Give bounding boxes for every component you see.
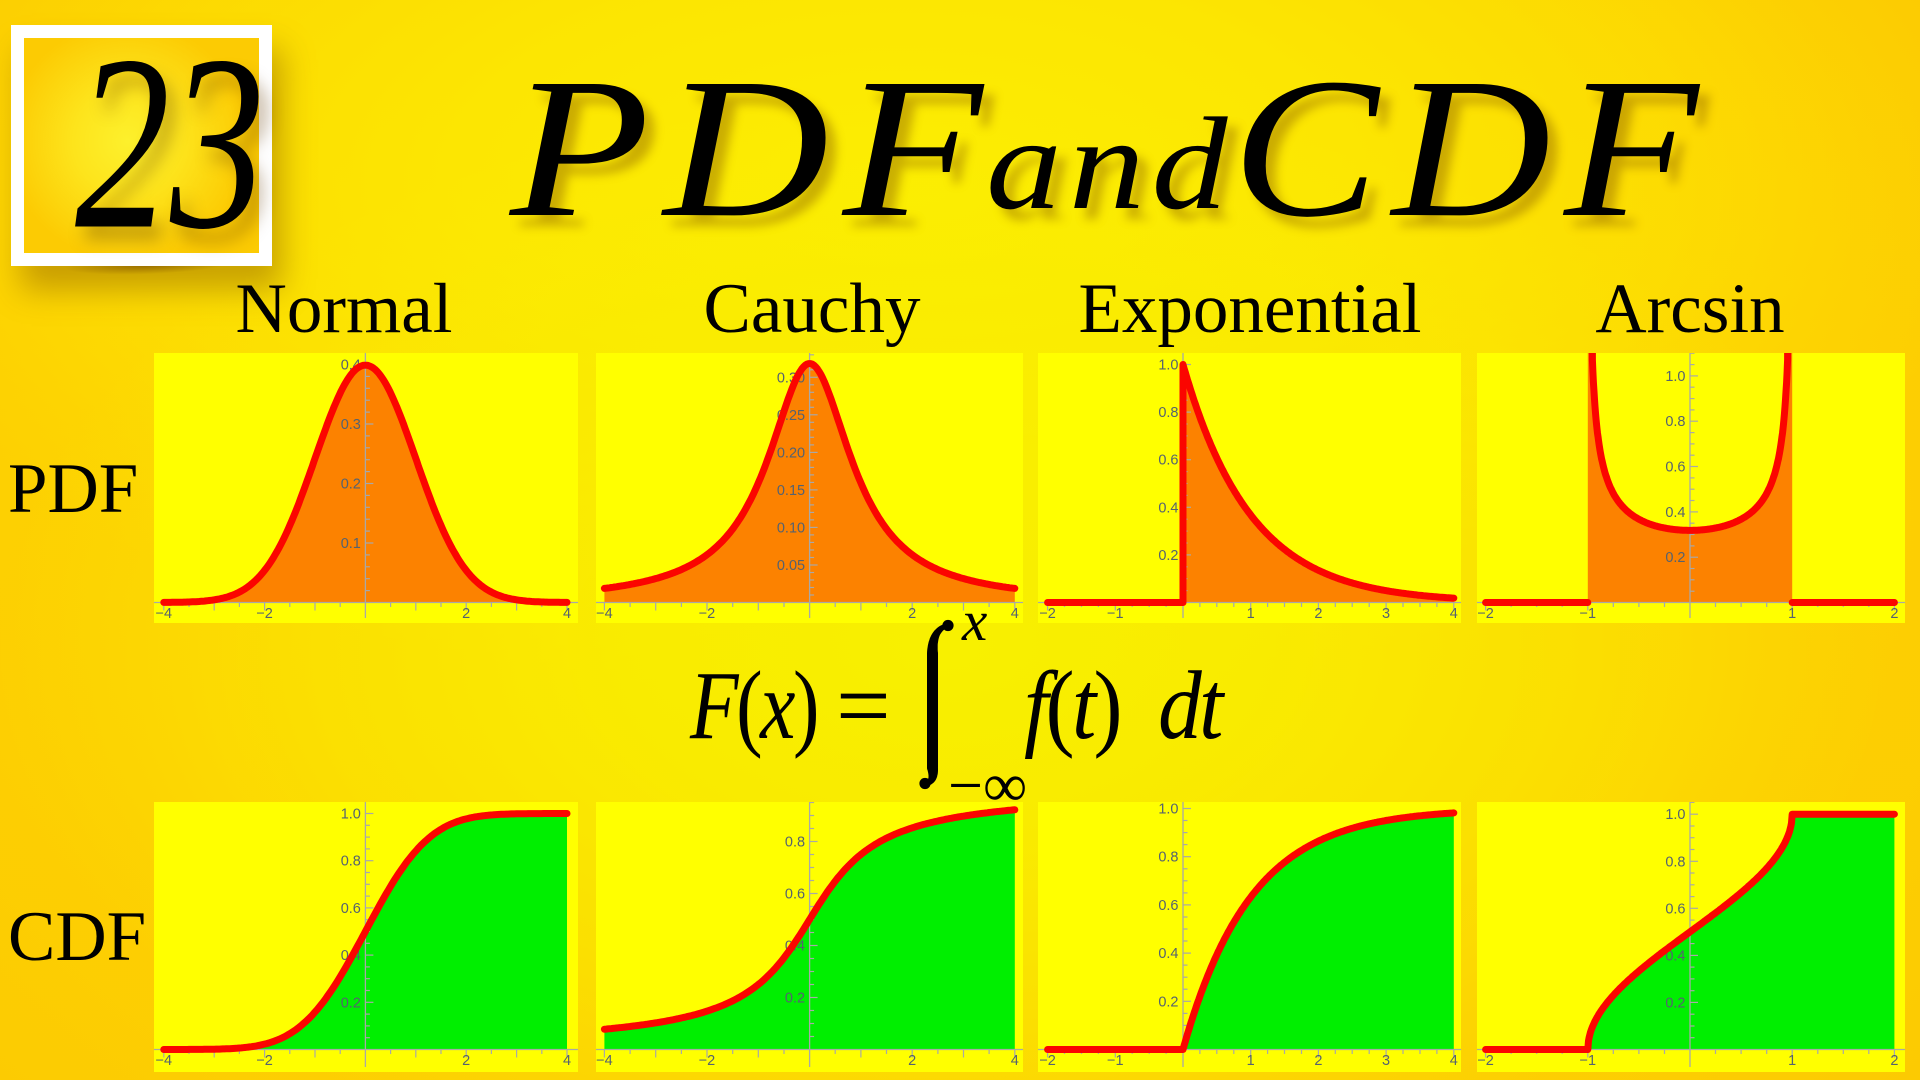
svg-text:−1: −1: [1580, 606, 1597, 622]
svg-text:−1: −1: [1107, 1053, 1124, 1069]
svg-text:0.05: 0.05: [777, 558, 805, 574]
svg-text:1: 1: [1788, 1053, 1796, 1069]
svg-text:4: 4: [1450, 1053, 1458, 1069]
svg-text:−4: −4: [596, 606, 613, 622]
svg-text:0.2: 0.2: [341, 995, 361, 1011]
svg-text:1: 1: [1247, 606, 1255, 622]
svg-text:0.8: 0.8: [341, 854, 361, 870]
svg-text:0.2: 0.2: [1665, 995, 1685, 1011]
svg-text:1: 1: [1788, 606, 1796, 622]
svg-text:−4: −4: [156, 1053, 173, 1069]
svg-text:2: 2: [1890, 606, 1898, 622]
svg-text:−2: −2: [1477, 1053, 1494, 1069]
svg-text:4: 4: [1450, 606, 1458, 622]
svg-text:1.0: 1.0: [1158, 802, 1178, 818]
svg-text:0.4: 0.4: [1158, 946, 1178, 962]
svg-text:0.15: 0.15: [777, 483, 805, 499]
svg-text:0.4: 0.4: [1158, 500, 1178, 516]
svg-text:1.0: 1.0: [1665, 369, 1685, 385]
svg-text:0.2: 0.2: [1158, 994, 1178, 1010]
svg-text:0.6: 0.6: [785, 887, 805, 903]
svg-text:−2: −2: [1039, 606, 1056, 622]
svg-text:2: 2: [462, 606, 470, 622]
svg-text:0.2: 0.2: [1665, 550, 1685, 566]
svg-text:−2: −2: [699, 606, 716, 622]
svg-text:4: 4: [563, 1053, 571, 1069]
svg-text:3: 3: [1382, 606, 1390, 622]
svg-text:0.6: 0.6: [1158, 898, 1178, 914]
svg-text:2: 2: [1890, 1053, 1898, 1069]
svg-text:0.3: 0.3: [341, 417, 361, 433]
svg-text:0.8: 0.8: [785, 835, 805, 851]
svg-text:2: 2: [908, 1053, 916, 1069]
svg-text:1.0: 1.0: [1665, 807, 1685, 823]
svg-text:4: 4: [563, 606, 571, 622]
svg-text:0.1: 0.1: [341, 536, 361, 552]
svg-text:−2: −2: [256, 606, 273, 622]
svg-text:2: 2: [1314, 606, 1322, 622]
svg-text:0.6: 0.6: [341, 901, 361, 917]
svg-text:1: 1: [1247, 1053, 1255, 1069]
svg-text:0.2: 0.2: [341, 477, 361, 493]
svg-text:0.2: 0.2: [1158, 548, 1178, 564]
svg-text:−4: −4: [596, 1053, 613, 1069]
svg-text:4: 4: [1011, 1053, 1019, 1069]
svg-text:0.8: 0.8: [1665, 854, 1685, 870]
svg-text:2: 2: [1314, 1053, 1322, 1069]
svg-text:−2: −2: [1039, 1053, 1056, 1069]
svg-text:3: 3: [1382, 1053, 1390, 1069]
svg-text:0.8: 0.8: [1665, 414, 1685, 430]
svg-text:0.8: 0.8: [1158, 850, 1178, 866]
svg-text:0.20: 0.20: [777, 445, 805, 461]
svg-text:0.2: 0.2: [785, 991, 805, 1007]
svg-text:−2: −2: [256, 1053, 273, 1069]
svg-text:0.8: 0.8: [1158, 405, 1178, 421]
svg-text:0.6: 0.6: [1665, 460, 1685, 476]
svg-text:−1: −1: [1107, 606, 1124, 622]
svg-text:0.4: 0.4: [1665, 505, 1685, 521]
svg-text:0.6: 0.6: [1665, 901, 1685, 917]
svg-text:−4: −4: [156, 606, 173, 622]
svg-text:2: 2: [462, 1053, 470, 1069]
svg-text:4: 4: [1011, 606, 1019, 622]
svg-text:−2: −2: [699, 1053, 716, 1069]
svg-text:0.10: 0.10: [777, 520, 805, 536]
svg-text:1.0: 1.0: [341, 807, 361, 823]
svg-text:−1: −1: [1580, 1053, 1597, 1069]
svg-text:0.4: 0.4: [1665, 948, 1685, 964]
svg-text:−2: −2: [1477, 606, 1494, 622]
svg-text:2: 2: [908, 606, 916, 622]
svg-text:0.6: 0.6: [1158, 453, 1178, 469]
svg-text:1.0: 1.0: [1158, 358, 1178, 374]
